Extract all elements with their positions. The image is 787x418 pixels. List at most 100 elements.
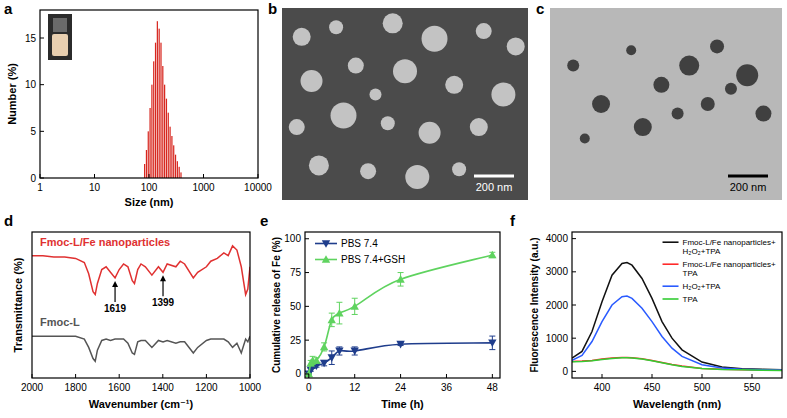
histogram-bar	[162, 66, 163, 178]
legend-label: PBS 7.4	[341, 238, 378, 249]
data-point	[335, 309, 343, 317]
annotation-arrow	[114, 286, 115, 302]
histogram-bar	[153, 61, 154, 178]
y-tick-label: 0	[295, 368, 301, 379]
particle	[422, 26, 448, 52]
x-tick	[400, 374, 401, 378]
x-tick-label: 550	[744, 382, 761, 393]
data-point	[396, 275, 404, 283]
data-point	[351, 348, 359, 356]
legend-swatch	[663, 263, 679, 265]
histogram-bar	[169, 127, 170, 178]
histogram-bar	[159, 29, 160, 178]
particle	[381, 116, 395, 130]
series-label: Fmoc-L	[40, 316, 80, 328]
particle	[369, 88, 381, 100]
x-tick-label: 12	[349, 382, 361, 393]
y-tick-label: 75	[290, 267, 302, 278]
x-tick-label: 10	[89, 182, 101, 193]
x-tick-label: 1400	[152, 382, 175, 393]
series-line	[572, 358, 782, 371]
particle	[445, 76, 463, 94]
legend-label: H₂O₂+TPA	[683, 282, 722, 291]
image-panel: 200 nm	[550, 8, 782, 200]
legend-marker	[322, 255, 330, 263]
inset-photo	[48, 14, 72, 60]
x-tick	[149, 174, 150, 178]
y-tick-label: 25	[290, 335, 302, 346]
particle	[491, 82, 515, 106]
x-tick-label: 400	[594, 382, 611, 393]
series-label: Fmoc-L/Fe nanoparticles	[40, 236, 170, 248]
scale-bar-label: 200 nm	[730, 181, 767, 193]
image-panel: 200 nm	[282, 8, 528, 200]
data-point	[396, 341, 404, 349]
particle	[329, 20, 343, 34]
y-axis-label: Number (%)	[6, 63, 18, 125]
y-axis-label: Cumulative release of Fe (%)	[271, 237, 282, 373]
y-axis-label: Transmittance (%)	[12, 257, 24, 352]
x-tick	[446, 374, 447, 378]
series-line	[572, 296, 782, 370]
x-tick-label: 1000	[239, 382, 262, 393]
legend: Fmoc-L/Fe nanoparticles+H₂O₂+TPAFmoc-L/F…	[663, 238, 776, 304]
panel-label: b	[268, 0, 277, 17]
particle	[592, 95, 610, 113]
y-tick-label: 1000	[546, 333, 569, 344]
y-axis-label: Fluorescence Intensity (a.u.)	[529, 237, 540, 372]
legend-swatch	[663, 241, 679, 243]
x-tick	[652, 374, 653, 378]
plot-frame	[572, 232, 782, 378]
annotation-arrowhead	[160, 275, 166, 281]
histogram-bar	[149, 108, 150, 178]
x-tick-label: 500	[694, 382, 711, 393]
x-axis-label: Size (nm)	[125, 196, 174, 208]
particle	[393, 59, 417, 83]
y-tick	[305, 306, 309, 307]
legend-swatch	[663, 285, 679, 287]
y-tick-label: 2000	[546, 300, 569, 311]
micrograph	[282, 8, 528, 200]
x-axis-label: Wavenumber (cm⁻¹)	[89, 398, 194, 410]
histogram-bar	[171, 136, 172, 178]
panel-label: f	[510, 212, 516, 229]
particle	[755, 106, 771, 122]
x-tick-label: 1000	[192, 182, 215, 193]
histogram-bar	[160, 43, 161, 178]
x-tick	[119, 374, 120, 378]
y-tick-label: 10	[25, 79, 37, 90]
particle	[476, 23, 492, 39]
histogram-bar	[164, 85, 165, 178]
data-point	[351, 302, 359, 310]
particle	[383, 13, 403, 33]
y-tick-label: 0	[30, 173, 36, 184]
particle	[419, 122, 441, 144]
data-point	[320, 343, 328, 351]
panel: Fmoc-L/Fe nanoparticlesFmoc-L16191399200…	[12, 232, 262, 410]
particle	[452, 162, 466, 176]
legend-marker	[322, 240, 330, 248]
plot-frame	[32, 232, 250, 378]
y-tick-label: 15	[25, 33, 37, 44]
y-tick-label: 0	[562, 366, 568, 377]
histogram-bar	[148, 131, 149, 178]
y-tick	[305, 373, 309, 374]
data-point	[305, 370, 313, 378]
particle	[580, 134, 590, 144]
annotation-arrow	[162, 280, 163, 296]
plot-area	[144, 21, 182, 178]
annotation: 1399	[152, 297, 175, 308]
legend-label: Fmoc-L/Fe nanoparticles+TPA	[683, 260, 776, 278]
particle	[653, 77, 669, 93]
x-tick-label: 1	[37, 182, 43, 193]
x-tick	[354, 374, 355, 378]
x-tick-label: 1200	[195, 382, 218, 393]
plot-frame	[40, 10, 258, 178]
particle	[701, 97, 715, 111]
panel-label: c	[536, 0, 544, 17]
particle	[567, 60, 579, 72]
histogram-bar	[168, 113, 169, 178]
particle	[507, 37, 525, 55]
x-tick-label: 0	[306, 382, 312, 393]
histogram-bar	[177, 161, 178, 178]
